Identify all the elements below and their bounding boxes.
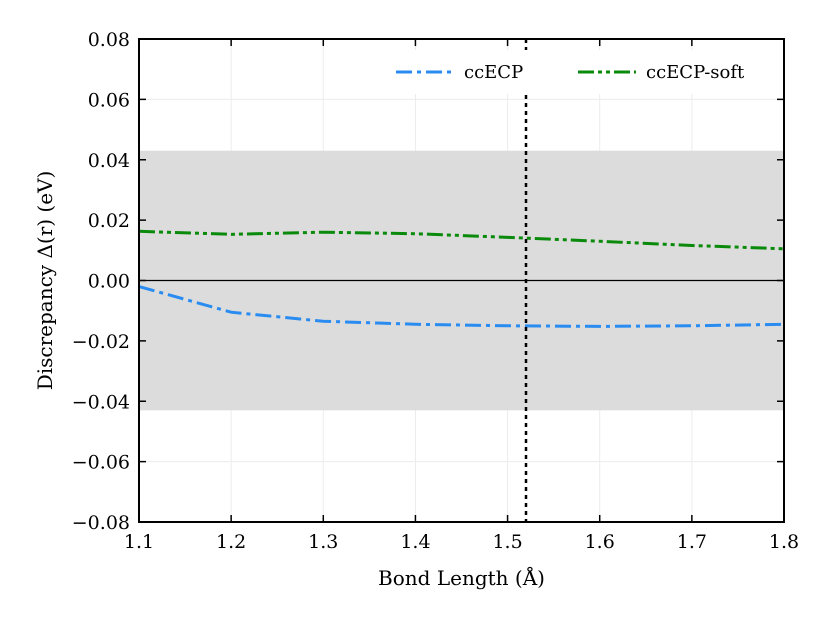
y-tick-label: 0.00 — [88, 271, 130, 293]
legend: ccECP ccECP-soft — [382, 50, 776, 94]
y-tick-label: 0.08 — [88, 29, 130, 51]
x-tick-label: 1.4 — [400, 531, 430, 553]
y-axis-label: Discrepancy Δ(r) (eV) — [33, 171, 57, 391]
series-lines — [138, 229, 785, 328]
x-axis-label: Bond Length (Å) — [378, 565, 545, 590]
y-tick-label: −0.02 — [72, 331, 130, 353]
y-tick-label: −0.08 — [72, 512, 130, 534]
y-tick-label: −0.04 — [72, 391, 130, 413]
x-tick-label: 1.3 — [308, 531, 338, 553]
x-tick-label: 1.1 — [124, 531, 154, 553]
plot-frame — [138, 38, 785, 523]
x-tick-label: 1.5 — [492, 531, 522, 553]
legend-label-ccECP: ccECP — [464, 62, 523, 83]
x-tick-label: 1.8 — [769, 531, 799, 553]
y-tick-label: −0.06 — [72, 452, 130, 474]
y-tick-label: 0.04 — [88, 150, 130, 172]
x-tick-label: 1.2 — [216, 531, 246, 553]
legend-label-ccECP-soft: ccECP-soft — [646, 62, 745, 83]
y-tick-label: 0.06 — [88, 89, 130, 111]
y-tick-label: 0.02 — [88, 210, 130, 232]
x-tick-label: 1.7 — [677, 531, 707, 553]
x-tick-label: 1.6 — [585, 531, 615, 553]
series-line-ccECP — [138, 285, 785, 328]
